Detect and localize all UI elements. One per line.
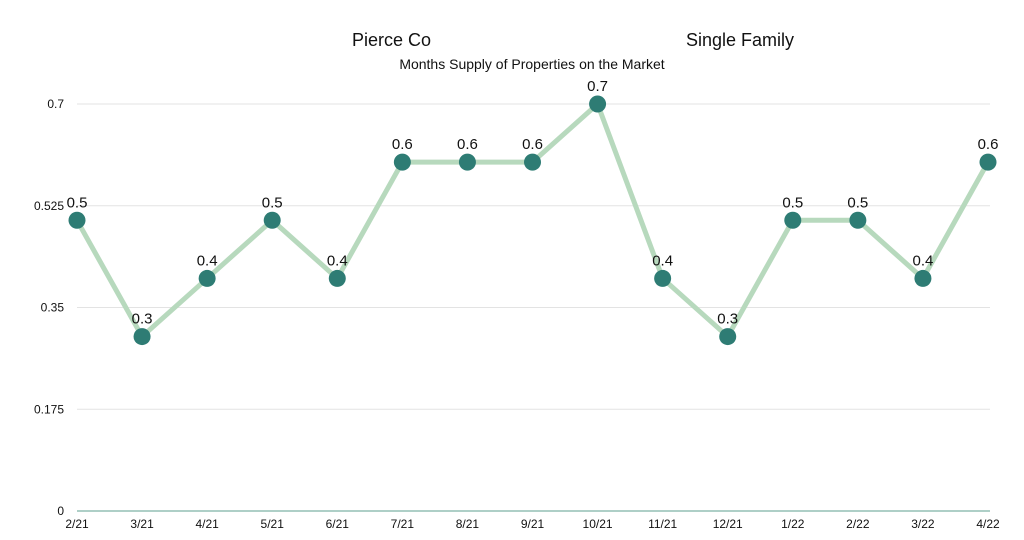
chart-subtitle: Months Supply of Properties on the Marke… [399,56,665,72]
data-label: 0.6 [522,136,543,153]
x-tick-label: 7/21 [391,517,415,531]
y-tick-label: 0.525 [34,199,64,213]
x-tick-label: 5/21 [261,517,285,531]
data-point [979,153,997,171]
data-point [458,153,476,171]
x-tick-label: 1/22 [781,517,805,531]
x-tick-label: 9/21 [521,517,545,531]
y-tick-label: 0.35 [41,301,65,315]
data-point [133,328,151,346]
x-tick-label: 8/21 [456,517,480,531]
y-tick-label: 0.175 [34,402,64,416]
data-label: 0.4 [327,252,348,269]
data-point [654,269,672,287]
data-label: 0.4 [652,252,673,269]
grid-layer [77,103,990,410]
data-label: 0.6 [457,136,478,153]
data-label: 0.5 [67,194,88,211]
x-tick-label: 4/22 [976,517,1000,531]
y-tick-label: 0 [57,504,64,518]
data-point [719,328,737,346]
x-tick-label: 3/22 [911,517,935,531]
chart-title-right: Single Family [686,30,795,50]
x-tick-label: 4/21 [195,517,219,531]
data-label: 0.4 [912,252,933,269]
data-point [589,95,607,113]
data-point [393,153,411,171]
x-tick-label: 12/21 [713,517,743,531]
data-label: 0.5 [782,194,803,211]
data-label: 0.3 [717,311,738,328]
x-tick-label: 2/22 [846,517,870,531]
data-label: 0.3 [132,311,153,328]
x-tick-label: 10/21 [583,517,613,531]
points-layer [68,95,997,346]
data-point [68,211,86,229]
data-label: 0.6 [392,136,413,153]
x-tick-label: 6/21 [326,517,350,531]
x-tick-label: 3/21 [130,517,154,531]
axis-layer: 0 0.175 0.35 0.525 0.7 2/21 3/21 4/21 5/21 6/21 7/… [34,97,1000,531]
data-point [198,269,216,287]
y-tick-label: 0.7 [47,97,64,111]
data-label: 0.5 [847,194,868,211]
data-point [914,269,932,287]
data-label: 0.7 [587,78,608,95]
labels-layer: 0.5 0.3 0.4 0.5 0.4 0.6 0.6 0.6 0.7 0.4 0.3 0.5 0.5 0… [67,78,999,328]
data-label: 0.5 [262,194,283,211]
x-tick-label: 11/21 [648,517,677,531]
data-point [263,211,281,229]
data-point [328,269,346,287]
data-point [524,153,541,171]
data-label: 0.4 [197,252,218,269]
chart-title-left: Pierce Co [352,30,432,50]
data-point [849,211,867,229]
data-point [784,211,802,229]
x-tick-label: 2/21 [65,517,89,531]
data-label: 0.6 [978,136,999,153]
